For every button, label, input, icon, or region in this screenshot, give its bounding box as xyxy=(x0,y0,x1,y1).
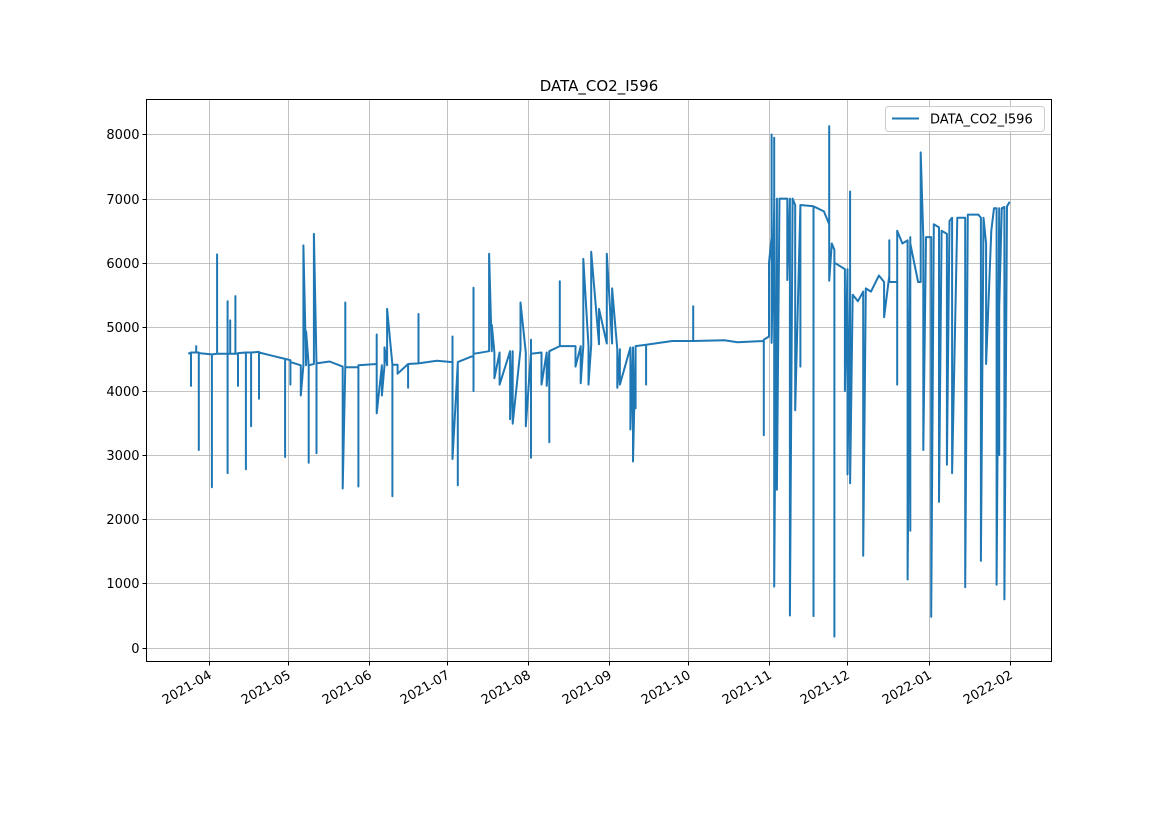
legend-box xyxy=(885,106,1045,132)
y-tick-label: 6000 xyxy=(106,257,139,272)
y-tick-label: 0 xyxy=(131,642,139,657)
y-axis: 0 1000 2000 3000 4000 5000 6000 7000 8000 xyxy=(106,128,147,657)
x-axis: 2021-04 2021-05 2021-06 2021-07 2021-08 2021-… xyxy=(160,661,1016,708)
x-tick-label: 2021-05 xyxy=(239,668,294,708)
series-group xyxy=(187,125,1011,638)
x-tick-label: 2021-07 xyxy=(398,668,453,708)
legend: DATA_CO2_I596 xyxy=(885,106,1045,132)
plot-frame xyxy=(146,99,1052,662)
chart-title: DATA_CO2_I596 xyxy=(540,77,659,96)
x-tick-label: 2021-08 xyxy=(479,668,534,708)
y-tick-label: 5000 xyxy=(106,321,139,336)
x-tick-label: 2022-01 xyxy=(880,668,935,708)
y-tick-label: 8000 xyxy=(106,128,139,143)
x-tick-label: 2022-02 xyxy=(961,668,1016,708)
y-tick-label: 3000 xyxy=(106,449,139,464)
x-tick-label: 2021-09 xyxy=(560,668,615,708)
y-tick-label: 2000 xyxy=(106,513,139,528)
series-line xyxy=(187,125,1011,638)
x-tick-label: 2021-11 xyxy=(720,668,775,708)
y-tick-label: 4000 xyxy=(106,385,139,400)
x-tick-label: 2021-06 xyxy=(320,668,375,708)
x-tick-label: 2021-12 xyxy=(798,668,853,708)
grid xyxy=(146,99,1052,662)
x-tick-label: 2021-10 xyxy=(639,668,694,708)
y-tick-label: 7000 xyxy=(106,193,139,208)
legend-label: DATA_CO2_I596 xyxy=(930,113,1033,128)
y-tick-label: 1000 xyxy=(106,577,139,592)
x-tick-label: 2021-04 xyxy=(160,668,215,708)
